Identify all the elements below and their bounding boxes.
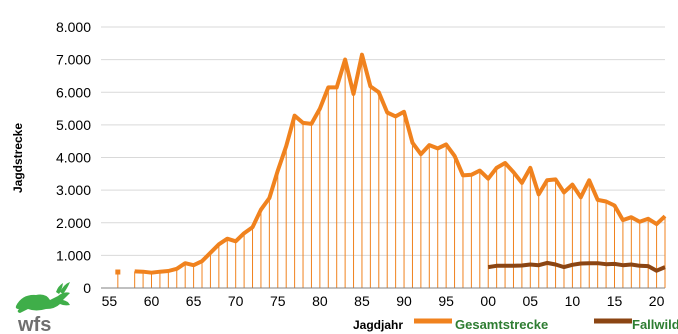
x-tick-label: 20 <box>649 293 665 309</box>
y-tick-label: 4.000 <box>56 150 91 166</box>
y-tick-label: 2.000 <box>56 215 91 231</box>
y-tick-label: 6.000 <box>56 84 91 100</box>
y-tick-label: 5.000 <box>56 117 91 133</box>
y-axis-title: Jagdstrecke <box>11 123 25 193</box>
x-tick-label: 70 <box>228 293 244 309</box>
series-layer <box>115 52 667 275</box>
x-tick-label: 80 <box>312 293 328 309</box>
x-tick-label: 60 <box>144 293 160 309</box>
x-tick-label: 85 <box>354 293 370 309</box>
x-tick-label: 90 <box>396 293 412 309</box>
y-tick-label: 0 <box>83 280 91 296</box>
y-tick-label: 1.000 <box>56 247 91 263</box>
x-tick-label: 15 <box>607 293 623 309</box>
y-axis-tick-labels: 0 1.000 2.000 3.000 4.000 5.000 6.000 7.000 8.00… <box>56 19 91 296</box>
series-point-gesamtstrecke <box>115 269 121 275</box>
series-line-gesamtstrecke <box>134 52 667 275</box>
y-tick-label: 3.000 <box>56 182 91 198</box>
series-line-fallwild <box>487 260 666 273</box>
grid-lines <box>101 26 665 256</box>
x-tick-label: 00 <box>480 293 496 309</box>
x-tick-label: 55 <box>102 293 118 309</box>
legend-label-fallwild: Fallwild <box>632 317 678 332</box>
hare-icon <box>15 282 71 313</box>
logo-text: wfs <box>17 314 51 334</box>
x-tick-label: 65 <box>186 293 202 309</box>
legend-label-gesamtstrecke: Gesamtstrecke <box>455 317 548 332</box>
x-tick-label: 10 <box>565 293 581 309</box>
y-tick-label: 8.000 <box>56 19 91 35</box>
x-axis-tick-labels: 55 60 65 70 75 80 85 90 95 00 05 10 15 20 <box>102 293 665 309</box>
wfs-logo: wfs <box>15 282 71 334</box>
legend: Gesamtstrecke Fallwild <box>414 317 678 332</box>
x-tick-label: 95 <box>438 293 454 309</box>
y-tick-label: 7.000 <box>56 52 91 68</box>
x-tick-label: 75 <box>270 293 286 309</box>
x-axis-title: Jagdjahr <box>353 318 403 332</box>
x-tick-label: 05 <box>523 293 539 309</box>
drop-lines <box>117 54 666 288</box>
